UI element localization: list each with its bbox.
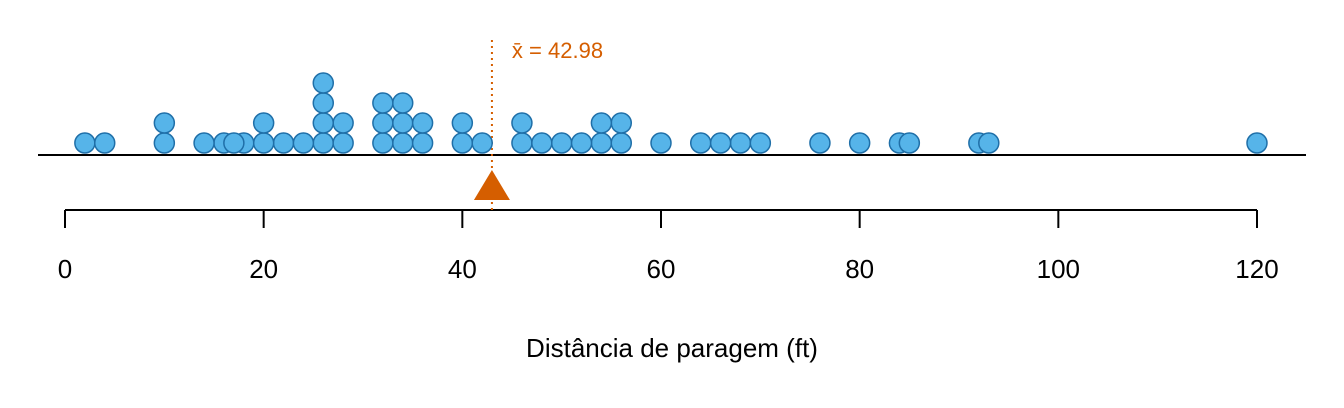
dot bbox=[252, 112, 275, 134]
x-tick-label: 80 bbox=[845, 254, 874, 284]
dot bbox=[193, 132, 215, 154]
dot bbox=[511, 132, 533, 154]
x-tick-label: 20 bbox=[249, 254, 278, 284]
x-axis-title: Distância de paragem (ft) bbox=[526, 333, 818, 363]
x-tick-label: 100 bbox=[1037, 254, 1080, 284]
x-tick-label: 60 bbox=[647, 254, 676, 284]
x-tick-label: 120 bbox=[1235, 254, 1278, 284]
x-tick-label: 0 bbox=[58, 254, 72, 284]
dot bbox=[729, 132, 752, 154]
dot bbox=[471, 132, 493, 154]
dot bbox=[650, 132, 672, 154]
dot bbox=[332, 132, 354, 154]
dot bbox=[610, 132, 633, 154]
dot bbox=[332, 112, 354, 134]
dot bbox=[391, 112, 414, 134]
dot bbox=[312, 112, 335, 134]
dot bbox=[391, 92, 414, 114]
dot bbox=[252, 132, 275, 154]
dot bbox=[372, 92, 394, 114]
mean-label: x̄ = 42.98 bbox=[512, 38, 603, 63]
dot bbox=[809, 132, 831, 154]
dot bbox=[372, 112, 394, 134]
dot bbox=[590, 112, 613, 134]
dot bbox=[590, 132, 613, 154]
dot bbox=[312, 92, 335, 114]
dot bbox=[391, 132, 414, 154]
dot bbox=[511, 112, 533, 134]
dot bbox=[292, 132, 315, 154]
dot bbox=[689, 132, 712, 154]
dot bbox=[153, 132, 176, 154]
dot bbox=[531, 132, 553, 154]
dot bbox=[312, 72, 335, 94]
dot bbox=[550, 132, 573, 154]
dot bbox=[411, 132, 434, 154]
dot bbox=[451, 132, 474, 154]
dot bbox=[898, 132, 921, 154]
x-tick-label: 40 bbox=[448, 254, 477, 284]
dot bbox=[74, 132, 96, 154]
dot bbox=[978, 132, 1000, 154]
dot bbox=[153, 112, 176, 134]
dot bbox=[372, 132, 394, 154]
dot bbox=[709, 132, 732, 154]
dot bbox=[848, 132, 871, 154]
dot bbox=[93, 132, 116, 154]
mean-marker bbox=[473, 170, 510, 200]
dot bbox=[570, 132, 593, 154]
dot bbox=[749, 132, 772, 154]
dot bbox=[610, 112, 633, 134]
dot bbox=[411, 112, 434, 134]
dot bbox=[223, 132, 245, 154]
dot bbox=[272, 132, 295, 154]
dot bbox=[451, 112, 474, 134]
dot bbox=[312, 132, 335, 154]
dot bbox=[1246, 132, 1268, 154]
